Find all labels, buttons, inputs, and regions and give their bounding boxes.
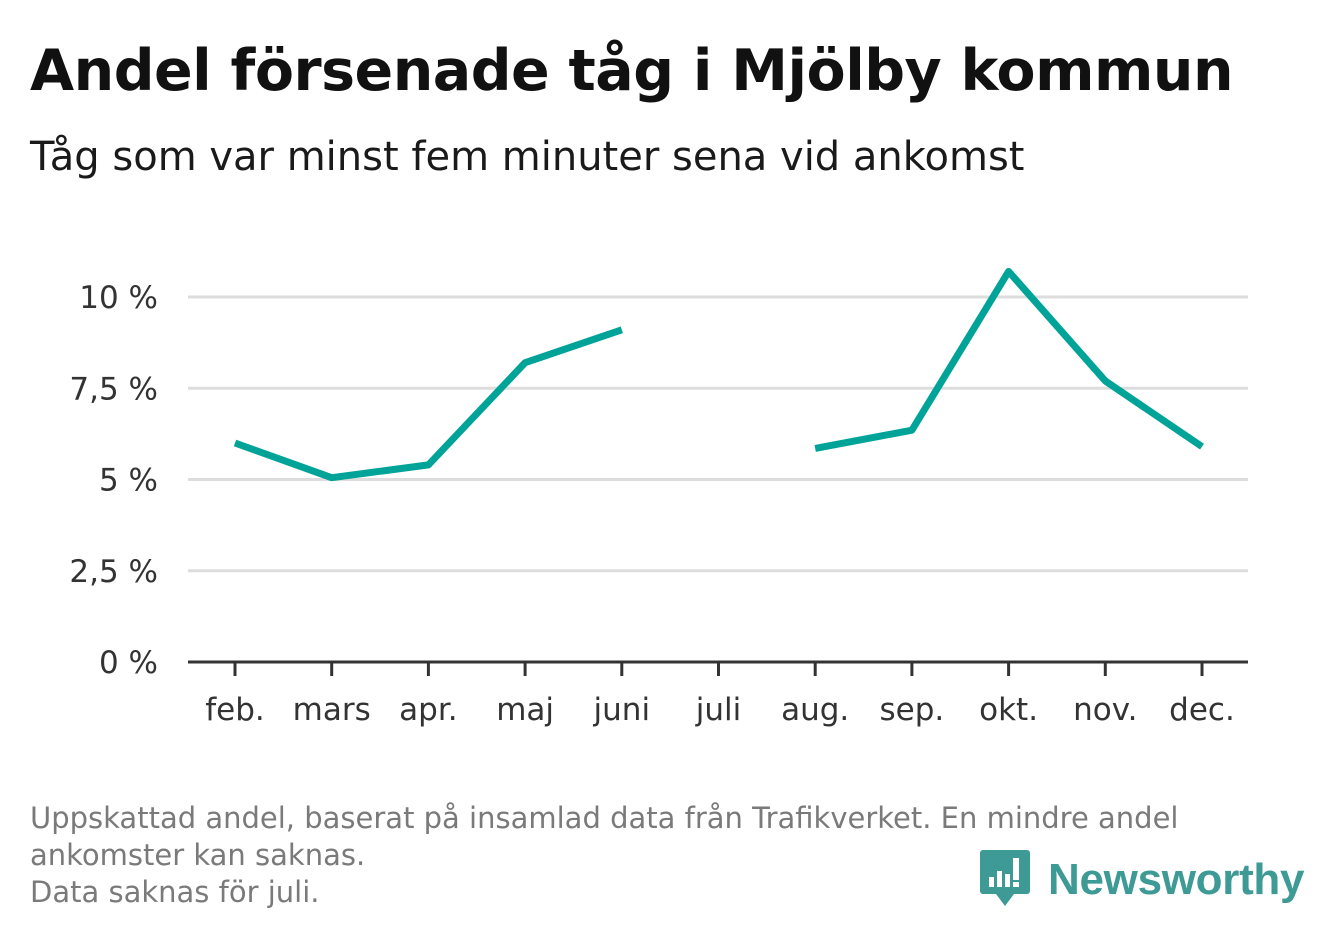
x-tick-label: maj [496,692,554,728]
x-tick-labels: feb. mars apr. maj juni juli aug. sep. okt. nov. d… [205,692,1235,728]
brand-logo[interactable]: Newsworthy [980,848,1304,912]
x-tick-label: nov. [1073,692,1137,728]
x-tick-label: mars [293,692,371,728]
gridlines [188,295,1248,573]
footnote-line-3: Data saknas för juli. [30,875,320,909]
y-tick-labels: 0 % 2,5 % 5 % 7,5 % 10 % [69,280,158,681]
x-tick-label: feb. [205,692,265,728]
x-tick-label: juni [593,692,651,728]
newsworthy-logo-icon [980,848,1030,912]
x-tick-label: sep. [880,692,945,728]
y-tick-label: 2,5 % [69,554,158,590]
brand-name: Newsworthy [1048,855,1305,904]
series-lines [233,267,1204,482]
footnote: Uppskattad andel, baserat på insamlad da… [30,800,1280,911]
x-tick-label: dec. [1169,692,1235,728]
x-axis [188,660,1248,676]
footnote-line-1: Uppskattad andel, baserat på insamlad da… [30,801,1179,835]
x-tick-label: apr. [399,692,457,728]
x-tick-label: aug. [781,692,849,728]
x-tick-label: juli [695,692,742,728]
y-tick-label: 0 % [99,645,158,681]
series-line-segment [814,267,1204,452]
line-chart: 0 % 2,5 % 5 % 7,5 % 10 % feb. mars apr. maj juni… [69,267,1248,728]
series-line-segment [233,326,623,482]
y-tick-label: 5 % [99,463,158,499]
y-tick-label: 7,5 % [69,371,158,407]
y-tick-label: 10 % [79,280,158,316]
chart-subtitle: Tåg som var minst fem minuter sena vid a… [30,134,1025,180]
x-tick-label: okt. [979,692,1038,728]
footnote-line-2: ankomster kan saknas. [30,838,366,872]
chart-title: Andel försenade tåg i Mjölby kommun [30,38,1234,104]
